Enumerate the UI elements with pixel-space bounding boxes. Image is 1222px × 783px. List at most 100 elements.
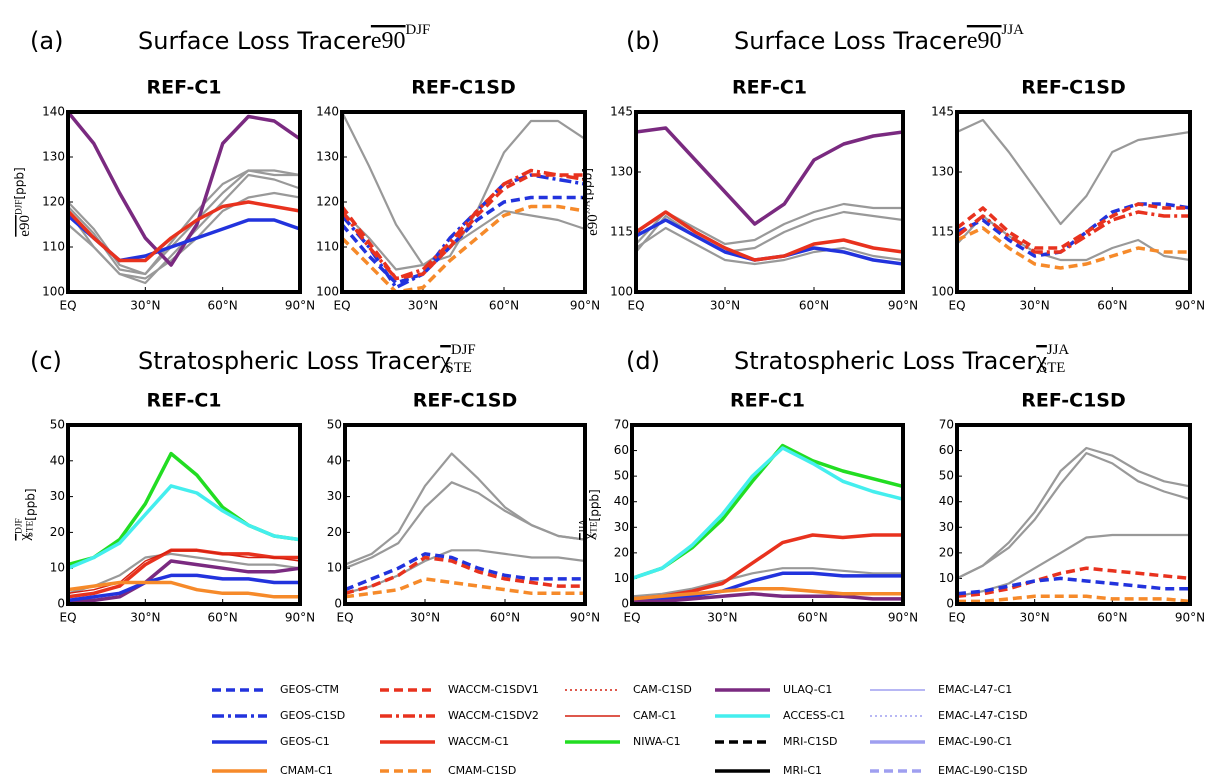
subplot: REF-C1SD 100 115 130 145 EQ 30°N 60°N 90°N: [931, 77, 1205, 313]
panel-title-text: Surface Loss Tracer: [734, 27, 967, 55]
legend-label: EMAC-L90-C1SD: [938, 764, 1028, 777]
series-line: [957, 226, 1190, 270]
y-tick-label: 130: [42, 150, 65, 164]
unit: [ppb]: [587, 489, 601, 521]
x-tick-label: 30°N: [410, 611, 440, 625]
y-tick-label: 40: [614, 494, 629, 508]
subplot-title: REF-C1: [730, 390, 805, 412]
legend-label: WACCM-C1SDV2: [448, 709, 539, 722]
panel-title-text: Surface Loss Tracer: [138, 27, 371, 55]
subplot-title: REF-C1: [732, 77, 807, 99]
series-line: [68, 559, 300, 603]
legend-label: CMAM-C1SD: [448, 764, 516, 777]
x-tick-label: 30°N: [408, 299, 438, 313]
series-line: [632, 592, 903, 604]
panel-label: (a): [30, 27, 63, 55]
x-tick-label: 90°N: [285, 611, 315, 625]
subplot-title: REF-C1SD: [1021, 390, 1126, 412]
x-tick-label: EQ: [948, 299, 965, 313]
unit: [ppb]: [23, 488, 37, 520]
y-tick-label: 115: [610, 225, 633, 239]
superscript: JJA: [1047, 343, 1070, 359]
series-line: [345, 555, 585, 595]
x-tick-label: EQ: [59, 611, 76, 625]
legend-label: NIWA-C1: [633, 735, 681, 748]
legend-label: CAM-C1SD: [633, 683, 692, 696]
x-tick-label: 60°N: [489, 299, 519, 313]
lines: [957, 446, 1190, 604]
panel-title: Stratospheric Loss TracerχJJA STE: [734, 343, 1069, 377]
lines: [636, 126, 903, 266]
legend-label: MRI-C1SD: [783, 735, 837, 748]
y-tick-label: 110: [42, 240, 65, 254]
y-tick-label: 120: [42, 195, 65, 209]
series-line: [345, 552, 585, 592]
y-tick-label: 70: [939, 418, 954, 432]
series-line: [342, 112, 585, 267]
series-line: [957, 452, 1190, 580]
series-line: [68, 573, 300, 603]
y-axis-label: χDJFSTE[ppb]: [14, 488, 37, 541]
legend-label: MRI-C1: [783, 764, 822, 777]
superscript: JJA: [578, 519, 588, 533]
legend-label: EMAC-L47-C1: [938, 683, 1012, 696]
y-tick-label: 40: [327, 453, 342, 467]
lines: [68, 112, 300, 285]
subplot-title: REF-C1SD: [1021, 77, 1126, 99]
series-line: [957, 202, 1190, 250]
legend-label: GEOS-C1SD: [280, 709, 345, 722]
superscript: DJF: [451, 343, 476, 359]
subplot: REF-C1SD 0 10 20 30 40 50 60 70 EQ 30°N 60°N 90°N: [939, 390, 1205, 625]
y-tick-label: 50: [614, 469, 629, 483]
x-tick-label: 30°N: [707, 611, 737, 625]
subplot: REF-C1 0 10 20 30 40 50 60 70 EQ 30°N 60°N 90°N χJJAS…: [578, 390, 918, 625]
subscript: STE: [590, 521, 600, 538]
x-tick-label: 30°N: [1020, 299, 1050, 313]
series-line: [636, 126, 903, 226]
series-line: [632, 586, 903, 601]
legend-label: ULAQ-C1: [783, 683, 832, 696]
series-line: [636, 210, 903, 262]
x-tick-label: 30°N: [130, 299, 160, 313]
y-tick-label: 60: [614, 443, 629, 457]
y-tick-label: 145: [931, 105, 954, 119]
panel-label: (d): [626, 347, 660, 375]
y-tick-label: 145: [610, 105, 633, 119]
y-tick-label: 30: [614, 520, 629, 534]
y-tick-label: 115: [931, 225, 954, 239]
y-tick-label: 20: [327, 525, 342, 539]
series-line: [957, 594, 1190, 604]
plot-frame: [66, 423, 302, 606]
series-line: [68, 169, 300, 276]
symbol: e90: [967, 28, 1002, 54]
y-tick-label: 30: [939, 520, 954, 534]
x-tick-label: 90°N: [1175, 299, 1205, 313]
symbol: χ: [581, 533, 597, 541]
symbol: χ: [1035, 348, 1047, 374]
x-tick-label: 60°N: [798, 611, 828, 625]
series-line: [68, 580, 300, 599]
panel-title-text: Stratospheric Loss Tracer: [138, 347, 440, 375]
y-tick-label: 100: [931, 285, 954, 299]
plot-frame: [634, 110, 905, 294]
panel-title-text: Stratospheric Loss Tracer: [734, 347, 1036, 375]
series-line: [68, 191, 300, 280]
x-tick-label: 60°N: [208, 299, 238, 313]
legend-label: CAM-C1: [633, 709, 676, 722]
series-line: [342, 173, 585, 281]
symbol: e90: [17, 215, 33, 237]
x-tick-label: 90°N: [285, 299, 315, 313]
y-tick-label: 70: [614, 418, 629, 432]
plot-frame: [343, 423, 587, 606]
unit: [ppb]: [12, 167, 26, 199]
panel-title: Surface Loss Tracere90JJA: [734, 23, 1024, 55]
x-tick-label: 30°N: [710, 299, 740, 313]
legend-label: EMAC-L47-C1SD: [938, 709, 1028, 722]
series-line: [345, 452, 585, 566]
y-tick-label: 20: [939, 545, 954, 559]
unit: [ppb]: [580, 168, 594, 200]
y-tick-label: 0: [334, 597, 342, 611]
y-tick-label: 40: [939, 494, 954, 508]
symbol: e90: [585, 214, 601, 236]
x-tick-label: 30°N: [1020, 611, 1050, 625]
